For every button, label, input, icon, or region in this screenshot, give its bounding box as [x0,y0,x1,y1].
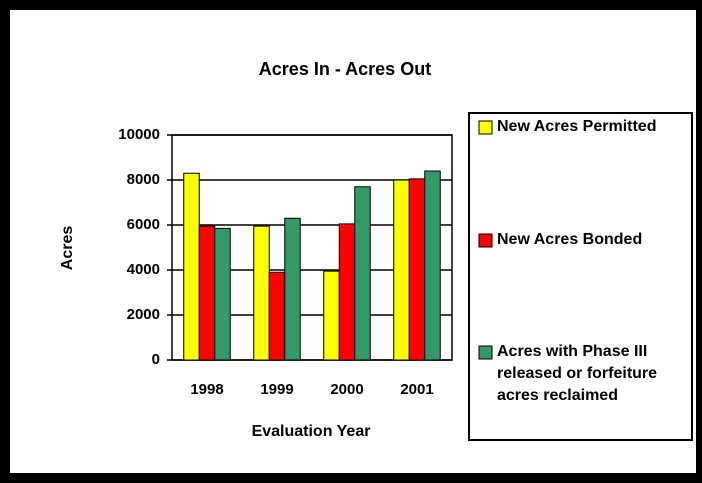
y-axis-label: Acres [59,226,76,271]
y-tick-label: 6000 [127,216,160,233]
legend-swatch [478,233,493,248]
y-tick-label: 8000 [127,171,160,188]
legend-line: acres reclaimed [497,387,618,404]
legend-box [468,112,693,441]
bar [253,225,270,361]
legend-swatch [478,345,493,360]
chart-title: Acres In - Acres Out [259,59,431,79]
y-tick-label: 0 [152,351,160,368]
y-tick-label: 2000 [127,306,160,323]
bar [214,227,231,361]
bar [354,186,371,361]
x-tick-label: 1999 [260,381,293,398]
legend-line: New Acres Permitted [497,118,656,135]
y-tick-label: 10000 [118,126,160,143]
bar [408,178,426,361]
bar [323,270,340,361]
legend-line: released or forfeiture [497,365,657,382]
x-tick-label: 2000 [330,381,363,398]
x-tick-label: 2001 [400,381,433,398]
bar [393,179,410,361]
legend-line: New Acres Bonded [497,231,642,248]
legend-label: New Acres Bonded [497,231,642,248]
legend-swatch [478,120,493,135]
bar [268,271,286,361]
legend-label: New Acres Permitted [497,118,656,135]
bar [198,225,216,361]
legend-line: Acres with Phase III [497,343,647,360]
bar [284,217,301,361]
legend-label: Acres with Phase III released or forfeitu… [497,343,657,404]
bar [338,223,356,361]
bar [183,172,200,361]
x-axis-label: Evaluation Year [252,423,371,440]
y-tick-label: 4000 [127,261,160,278]
plot-border [171,134,453,361]
x-tick-label: 1998 [190,381,223,398]
bar [424,170,441,361]
